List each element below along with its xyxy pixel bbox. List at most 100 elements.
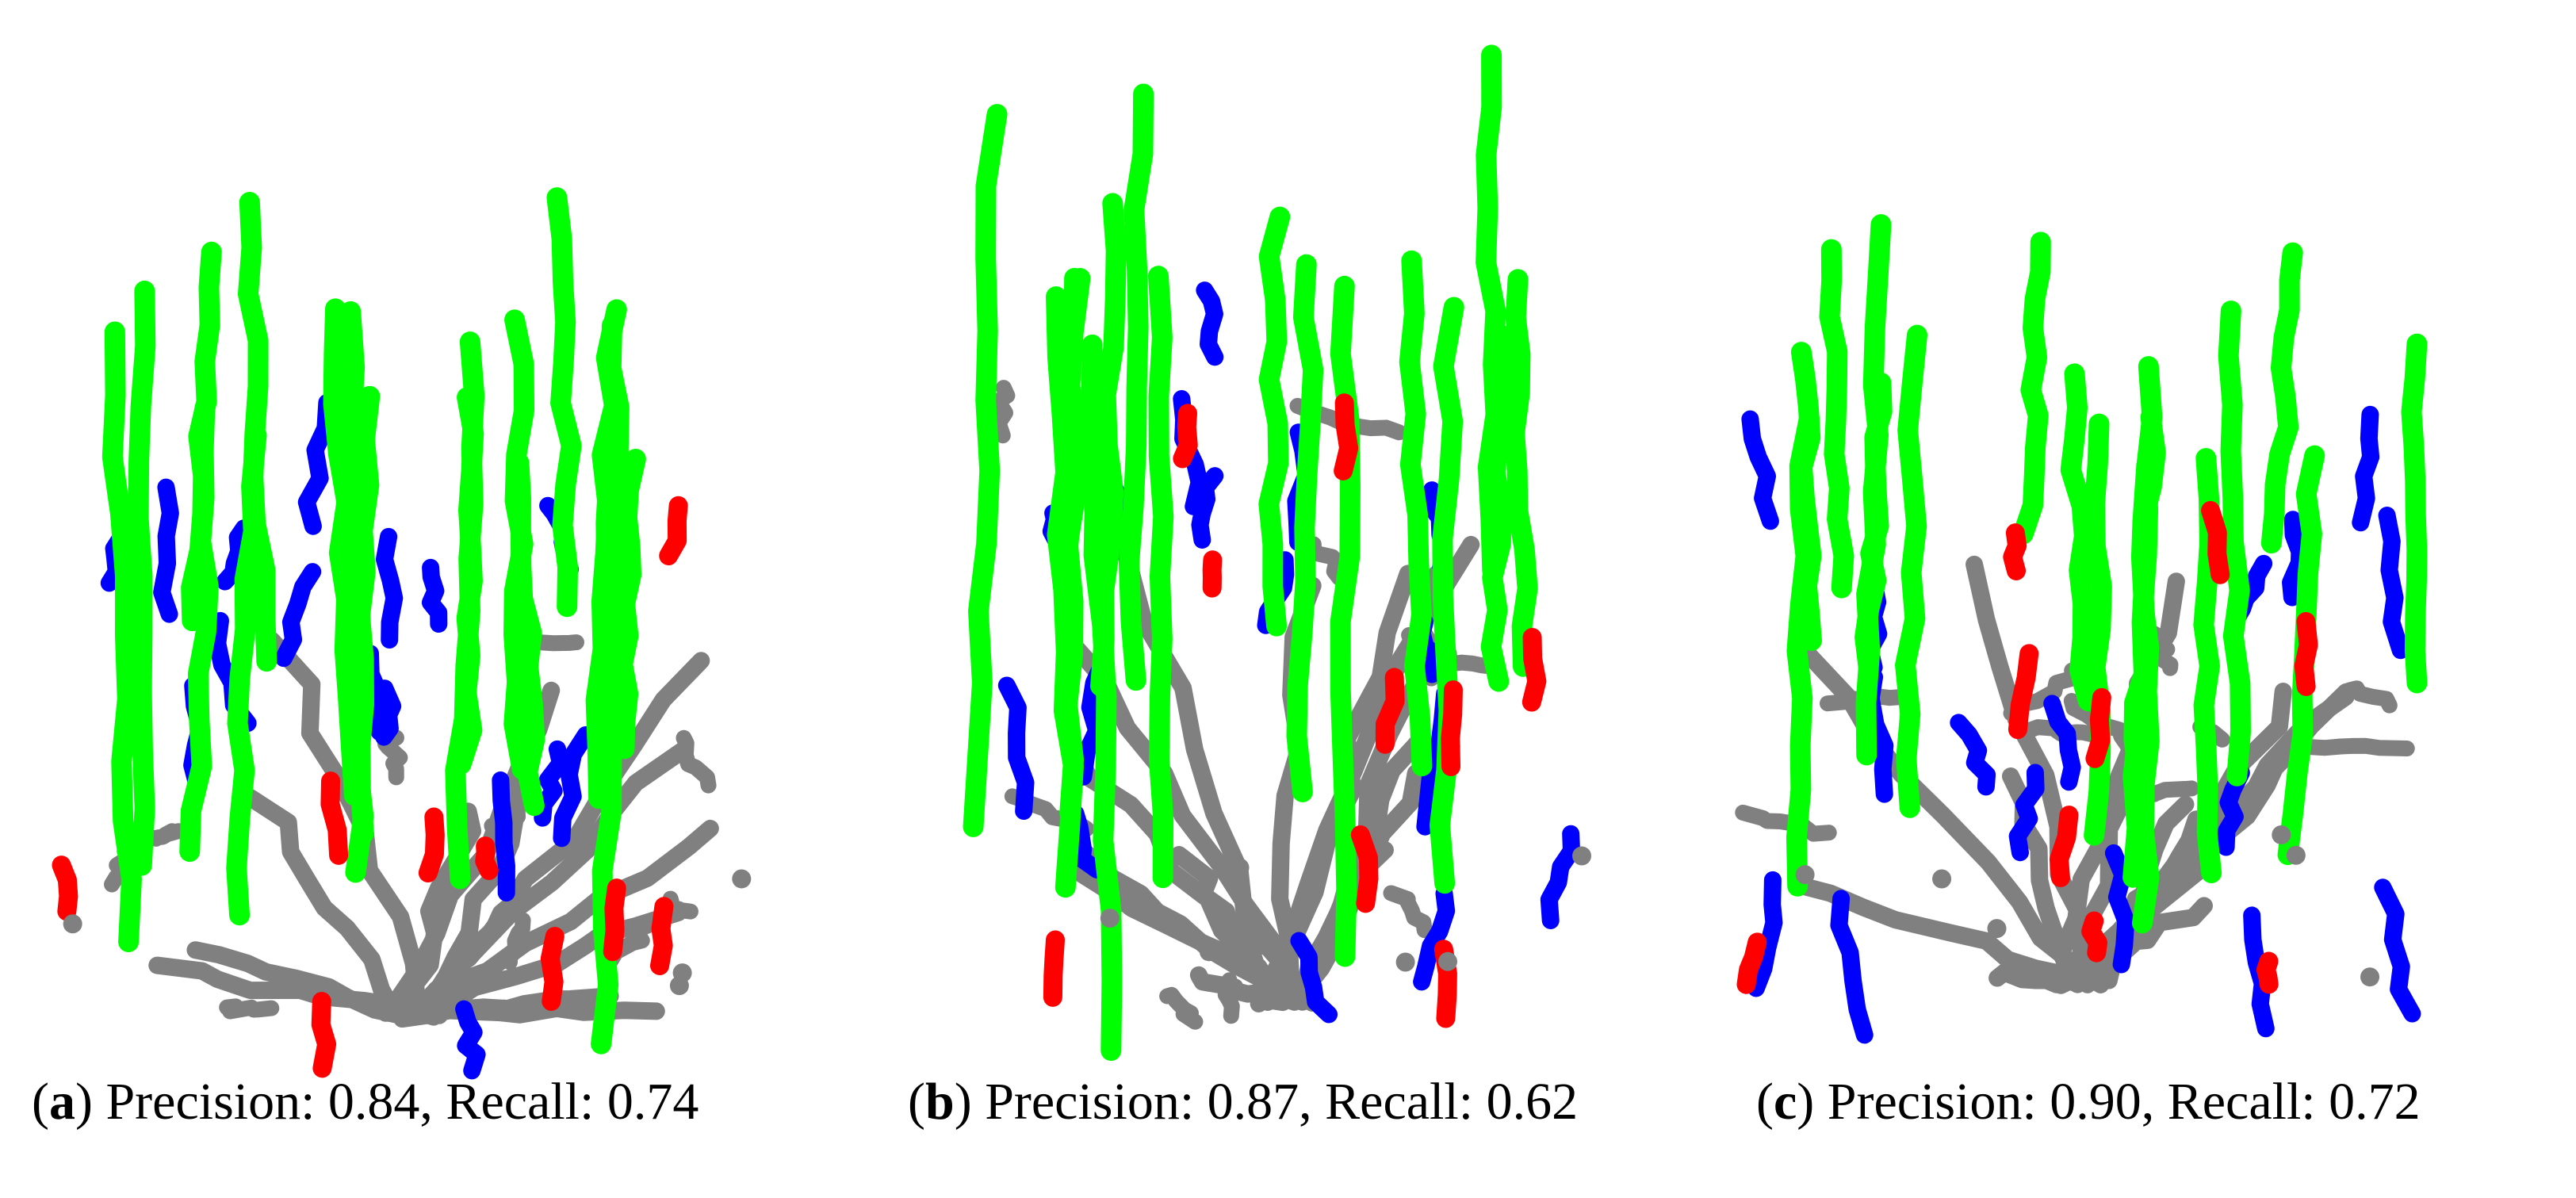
gray-point [495,999,515,1019]
gray-branch [501,912,531,970]
green-shoot [1504,269,1538,677]
red-patch [2294,611,2318,696]
blue-segment [1413,884,1456,991]
gray-point [2286,845,2306,865]
blue-segment [553,726,595,848]
green-shoot [2012,232,2051,545]
gray-branch [1159,986,1204,1030]
gray-branch [676,729,717,794]
red-patch [2008,644,2039,740]
caption-a: (a) Precision: 0.84, Recall: 0.74 [32,1073,699,1131]
green-shoot [2122,356,2163,888]
blue-segment [1950,714,1996,796]
green-shoot [128,280,156,876]
blue-segment [375,679,402,746]
green-shoot [2401,333,2428,694]
blue-segment [421,558,448,633]
blue-segment [2008,764,2045,862]
panel-a-point-cloud [52,187,752,1080]
blue-segment [1747,871,1783,997]
red-patch [2256,951,2279,994]
caption-b-text: Precision: 0.87, Recall: 0.62 [971,1073,1579,1131]
gray-point [63,914,82,934]
green-shoot [226,425,267,926]
blue-segment [2217,764,2250,856]
blue-segment [216,519,253,591]
panel-b-point-cloud [963,44,1592,1062]
blue-segment [375,527,404,649]
blue-segment [492,771,515,902]
red-patch [2081,911,2108,963]
green-shoot [339,300,374,883]
green-shoot [1147,266,1174,889]
green-shoot [1790,342,1822,651]
gray-point [1199,942,1219,962]
gray-branch [989,380,1016,444]
green-shoot [1429,297,1464,894]
red-patch [1334,393,1359,480]
gray-point [2272,825,2291,844]
green-shoot [963,104,1008,837]
red-patch [2003,523,2027,580]
blue-segment [2043,695,2081,791]
green-shoot [450,387,484,775]
green-shoot [1081,334,1123,1062]
red-patch [650,897,674,975]
blue-segment [274,563,322,668]
blue-segment [2104,844,2135,974]
gray-branch [134,823,186,847]
gray-point [1987,919,2007,939]
red-patch [52,855,78,921]
blue-segment [534,740,569,827]
green-shoot [1895,324,1927,818]
caption-c-letter: c [1773,1073,1797,1131]
gray-point [1100,909,1120,928]
caption-a-letter: a [48,1073,75,1131]
green-shoot [1330,275,1361,967]
red-patch [1043,930,1066,1007]
caption-b: (b) Precision: 0.87, Recall: 0.62 [908,1073,1579,1131]
blue-segment [2374,878,2421,1023]
gray-branch [1735,804,1837,842]
blue-segment [455,1000,486,1080]
caption-a-text: Precision: 0.84, Recall: 0.74 [92,1073,699,1131]
gray-point [672,963,692,983]
red-patch [311,991,337,1078]
green-shoot [1118,83,1154,691]
blue-segment [997,676,1035,821]
green-shoot [1258,206,1291,637]
gray-branch [1216,972,1242,1024]
gray-point [1572,846,1592,866]
gray-branch [2138,620,2179,676]
gray-point [1795,865,1815,885]
red-patch [320,771,349,865]
green-shoot [1854,372,1893,677]
red-patch [2085,687,2111,768]
caption-c-text: Precision: 0.90, Recall: 0.72 [1814,1073,2421,1131]
green-shoot [1046,286,1084,898]
green-shoot [503,309,535,780]
gray-point [1230,858,1250,878]
green-shoot [181,241,222,632]
green-shoot [1480,326,1516,692]
caption-b-letter: b [924,1073,955,1131]
gray-branch [1383,885,1433,939]
red-patch [2050,806,2079,887]
red-patch [1173,404,1198,469]
red-patch [603,878,626,962]
gray-branch [413,652,710,1022]
blue-segment [297,393,336,535]
green-shoot [1286,254,1324,802]
blue-segment [1830,890,1874,1044]
blue-segment [1741,410,1779,530]
panel-c-point-cloud [1735,214,2428,1044]
gray-branch [2286,737,2415,757]
red-patch [1521,627,1547,712]
gray-point [1932,869,1952,889]
green-shoot [546,187,582,618]
gray-point [267,978,287,997]
green-shoot [2260,242,2303,554]
green-shoot [323,298,365,806]
blue-segment [2378,507,2409,660]
